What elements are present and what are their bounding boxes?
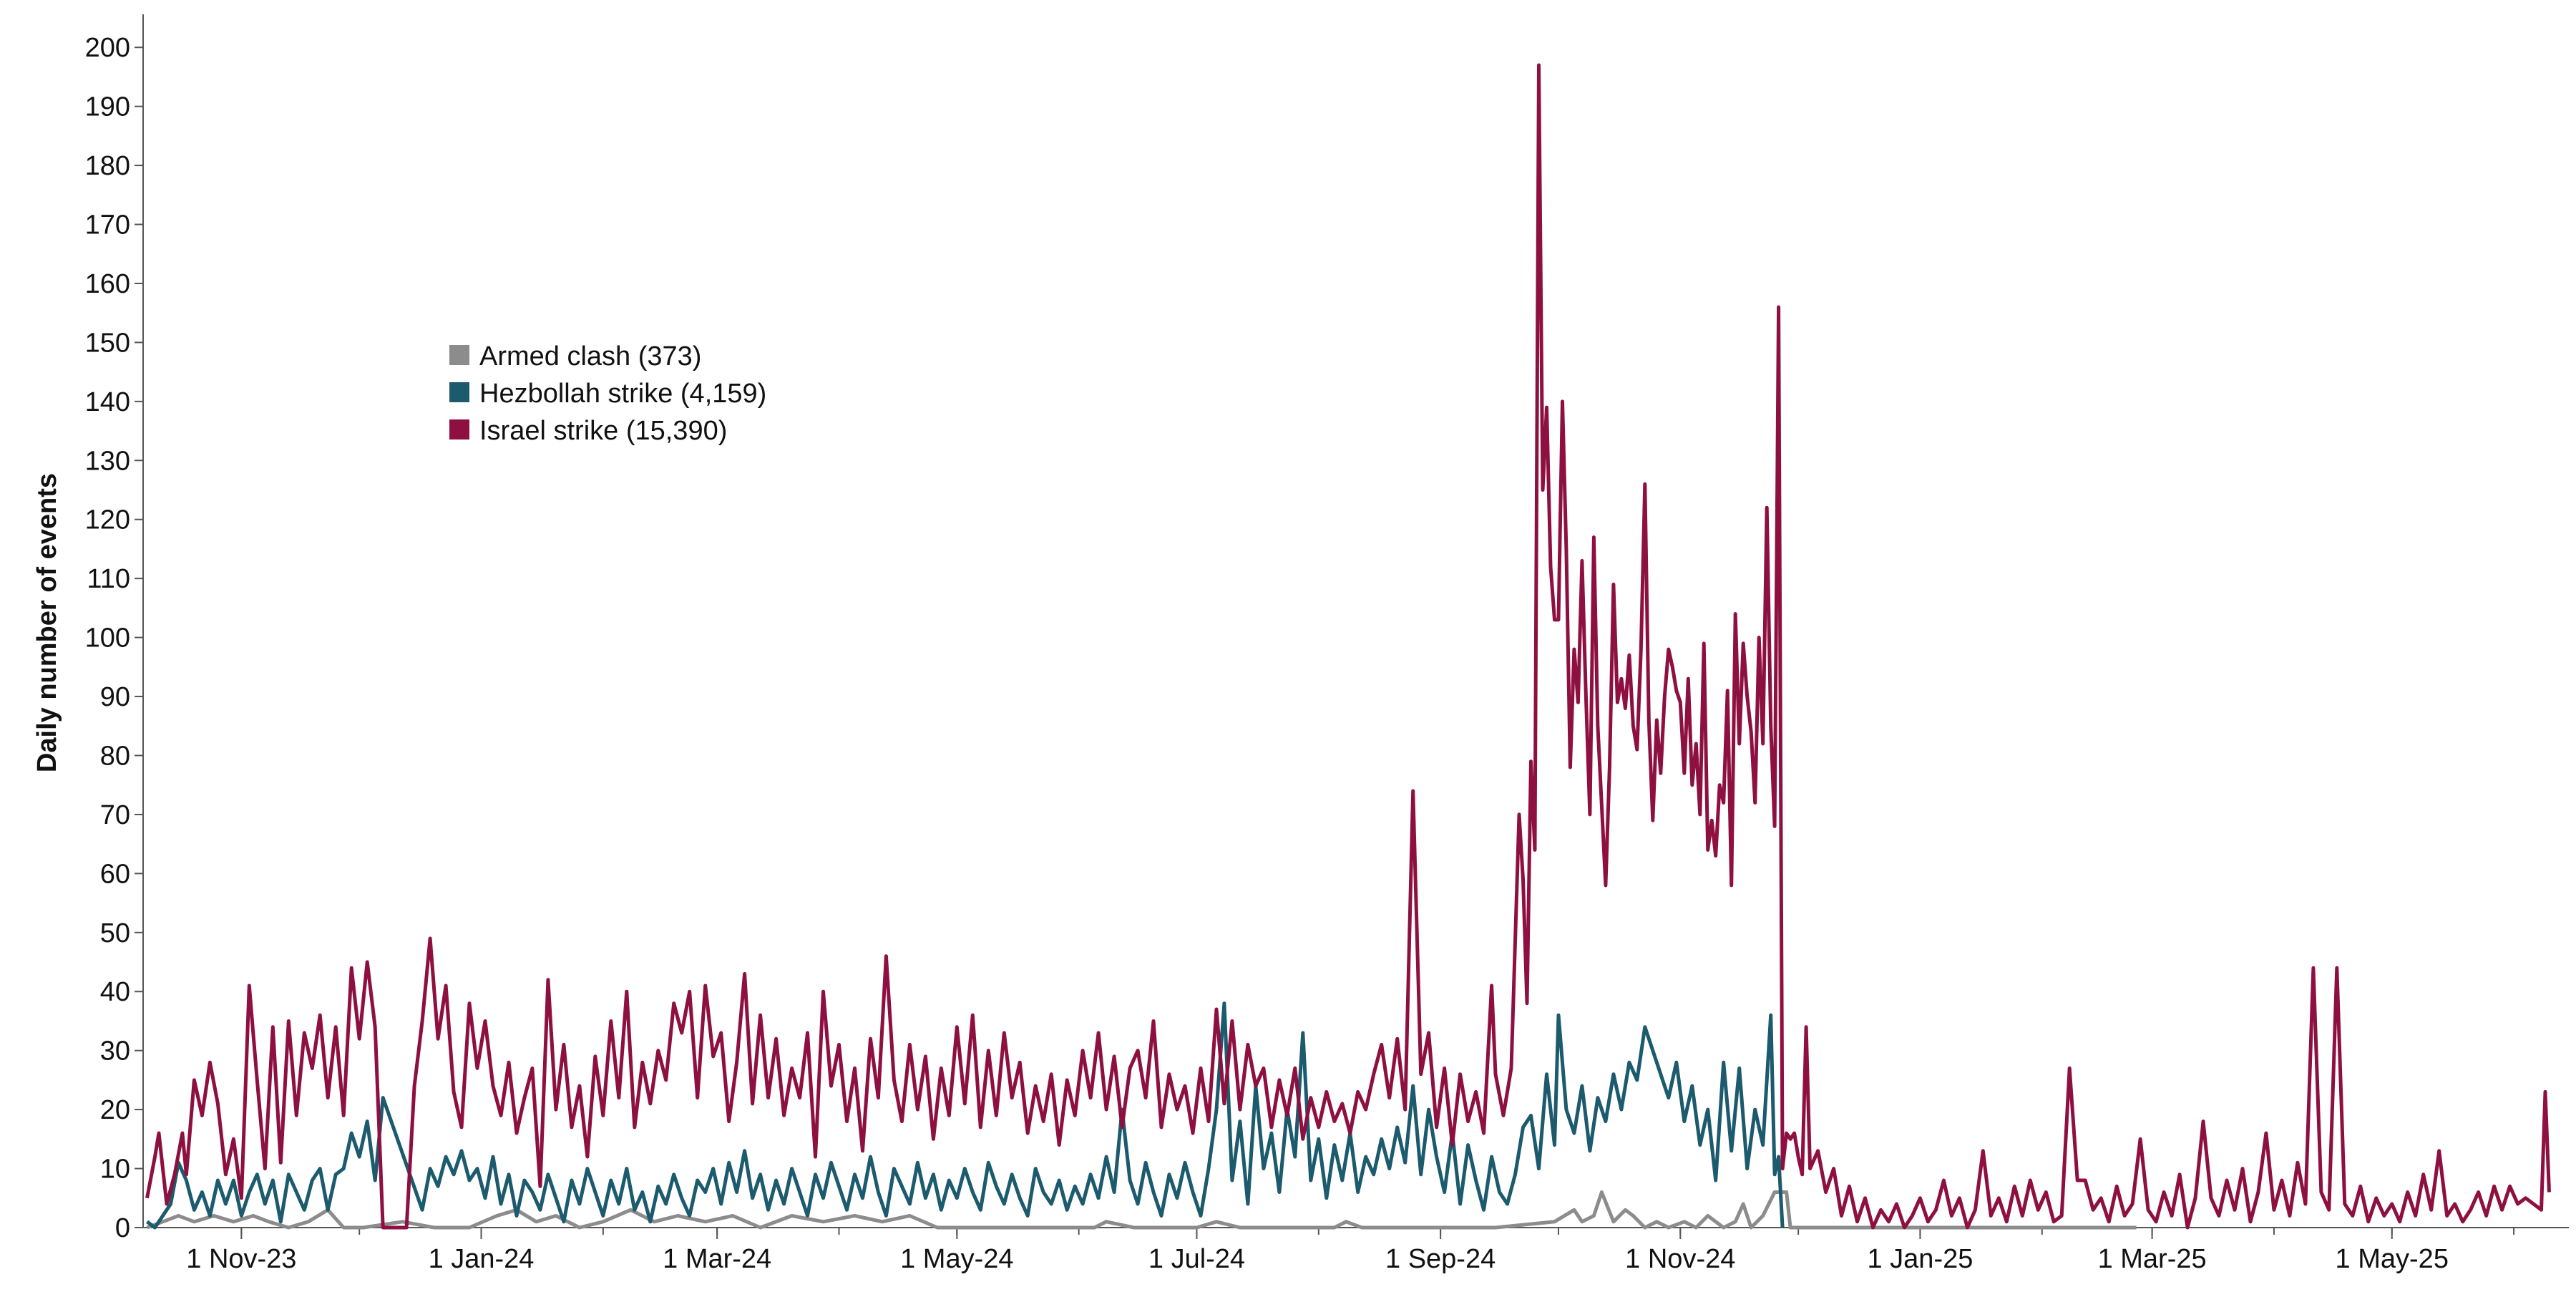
y-tick-label: 40: [100, 977, 130, 1007]
y-tick-label: 190: [85, 92, 130, 122]
y-tick-label: 160: [85, 269, 130, 299]
x-tick-label: 1 Mar-25: [2098, 1244, 2207, 1274]
y-tick-label: 180: [85, 151, 130, 181]
legend-swatch: [449, 382, 469, 402]
legend-label: Armed clash (373): [479, 341, 701, 371]
y-tick-label: 30: [100, 1036, 130, 1067]
series-layer: [145, 63, 2551, 1230]
y-tick-label: 130: [85, 446, 130, 476]
x-axis-ticks: 1 Nov-23 1 Jan-24 1 Mar-24 1 May-24 1 Jul-24…: [186, 1228, 2515, 1274]
y-tick-label: 150: [85, 328, 130, 358]
y-tick-label: 0: [115, 1213, 130, 1243]
legend-label: Israel strike (15,390): [479, 416, 727, 446]
y-tick-label: 60: [100, 859, 130, 889]
x-tick-label: 1 Nov-23: [186, 1244, 296, 1274]
y-tick-label: 120: [85, 505, 130, 535]
y-tick-label: 140: [85, 387, 130, 417]
x-tick-label: 1 Sep-24: [1385, 1244, 1496, 1274]
series-line-1: [146, 1001, 1785, 1230]
series-line-0: [146, 1190, 2137, 1230]
y-tick-label: 70: [100, 800, 130, 830]
x-tick-label: 1 Nov-24: [1625, 1244, 1735, 1274]
y-axis-ticks: 0 10 20 30 40 50 60 70 80 90 100 110 120 130 140 150 160…: [85, 33, 143, 1243]
legend-swatch: [449, 345, 469, 365]
y-tick-label: 200: [85, 33, 130, 63]
y-tick-label: 50: [100, 918, 130, 948]
x-tick-label: 1 May-24: [900, 1244, 1013, 1274]
y-tick-label: 90: [100, 682, 130, 712]
y-tick-label: 110: [87, 564, 130, 594]
x-tick-label: 1 May-25: [2336, 1244, 2449, 1274]
x-tick-label: 1 Jul-24: [1148, 1244, 1245, 1274]
x-tick-label: 1 Jan-24: [429, 1244, 535, 1274]
y-tick-label: 80: [100, 741, 130, 771]
legend: Armed clash (373) Hezbollah strike (4,159…: [449, 341, 766, 446]
x-tick-label: 1 Jan-25: [1867, 1244, 1973, 1274]
y-tick-label: 170: [85, 210, 130, 241]
series-line-2: [145, 63, 2551, 1230]
axes: [142, 14, 2569, 1228]
x-tick-label: 1 Mar-24: [663, 1244, 771, 1274]
legend-label: Hezbollah strike (4,159): [479, 379, 766, 409]
y-tick-label: 20: [100, 1095, 130, 1125]
y-axis-label: Daily number of events: [32, 473, 62, 772]
legend-swatch: [449, 419, 469, 439]
y-tick-label: 100: [85, 623, 130, 654]
y-tick-label: 10: [100, 1155, 130, 1185]
